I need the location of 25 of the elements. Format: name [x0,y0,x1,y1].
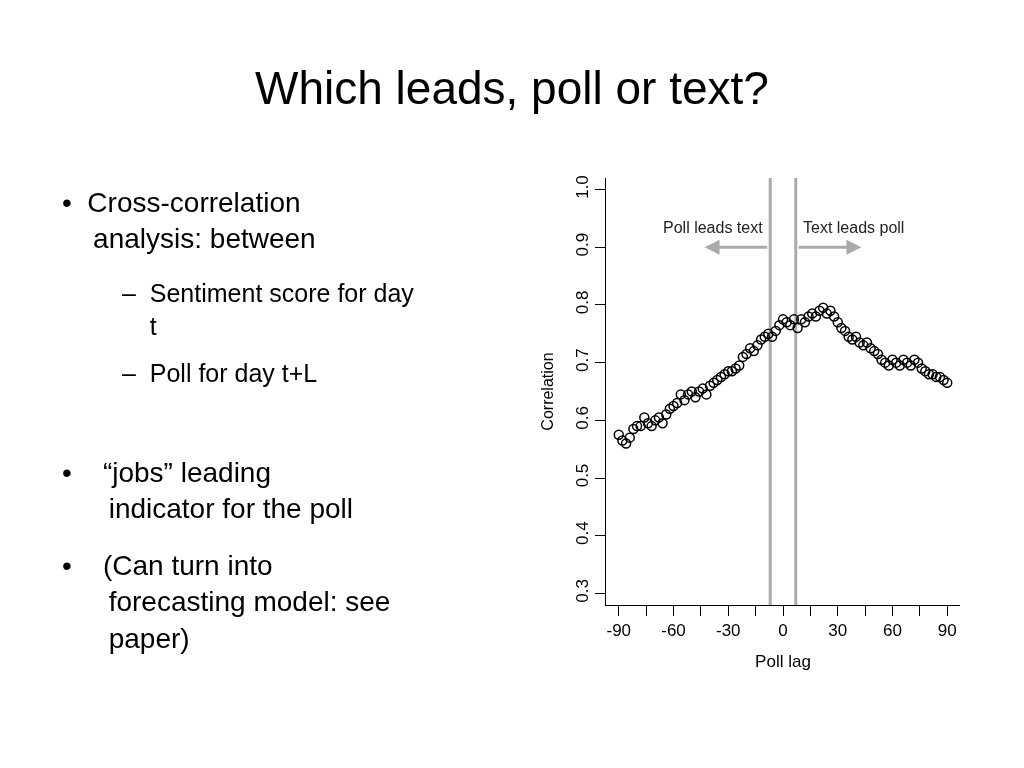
text: – Sentiment score for day t [122,279,415,340]
y-tick-label: 0.3 [573,579,593,603]
annotation: Poll leads text [663,219,764,236]
x-tick-label: -30 [715,621,741,641]
x-tick-label: -60 [661,621,686,641]
y-axis-title: Correlation [539,352,557,431]
y-tick-label: 0.9 [573,232,593,257]
y-tick-label: 0.5 [573,463,593,488]
y-tick-label: 0.6 [573,405,593,430]
y-tick-label: 0.4 [573,521,593,546]
x-axis-title: Poll lag [755,651,811,671]
text: – Poll for day t+L [122,359,318,387]
x-tick-label: 60 [883,621,902,641]
y-tick-label: 1.0 [573,175,593,199]
x-tick-label: 30 [828,621,848,641]
text: • Cross-correlation analysis: between [62,187,316,255]
x-tick-label: 0 [778,621,788,641]
annotation: Text leads poll [803,219,905,236]
y-tick-label: 0.8 [573,290,593,315]
text: • “jobs” leading indicator for the poll [62,457,354,525]
y-tick-label: 0.7 [573,348,593,372]
x-tick-label: -90 [606,621,632,641]
x-tick-label: 90 [937,621,957,641]
chart-title: Which leads, poll or text? [255,62,769,114]
text: • (Can turn into forecasting model: see paper) [62,550,391,654]
